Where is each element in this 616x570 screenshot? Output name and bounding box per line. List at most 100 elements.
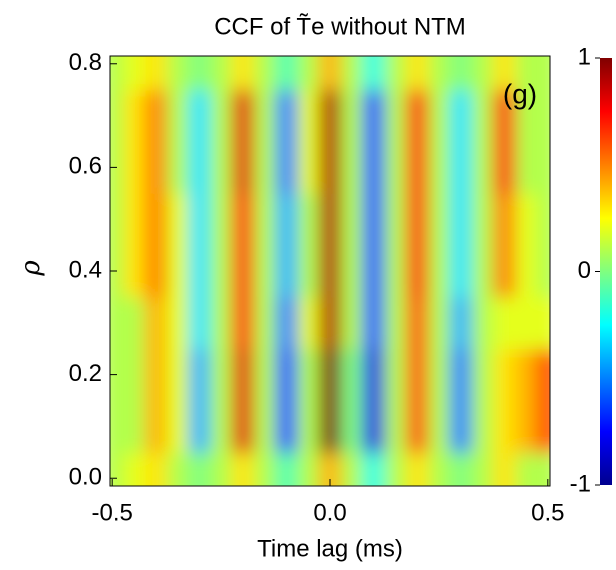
heatmap-cell	[449, 400, 473, 453]
heatmap-cell	[319, 245, 342, 298]
heatmap-cell	[297, 400, 320, 453]
heatmap-cell	[297, 141, 320, 194]
heatmap-cell	[253, 89, 277, 142]
heatmap-cell	[428, 89, 451, 142]
heatmap-cell	[297, 296, 320, 350]
heatmap-cell	[471, 141, 494, 194]
heatmap-cell	[210, 348, 233, 402]
heatmap-cell	[340, 452, 364, 486]
heatmap-cell	[275, 56, 298, 91]
heatmap-cell	[493, 89, 516, 142]
heatmap-cell	[123, 452, 146, 486]
heatmap-cell	[428, 296, 451, 350]
heatmap-cell	[319, 296, 342, 350]
heatmap-cell	[340, 400, 364, 453]
heatmap-cell	[166, 296, 189, 350]
heatmap-cell	[210, 400, 233, 453]
heatmap-cell	[166, 400, 189, 453]
heatmap-cell	[449, 296, 473, 350]
heatmap-cell	[144, 296, 168, 350]
heatmap-cell	[319, 193, 342, 246]
heatmap-cell	[231, 56, 255, 91]
colorbar-tick-label: 1	[578, 43, 591, 70]
heatmap-cell	[515, 193, 538, 246]
y-tick-label: 0.6	[69, 153, 102, 180]
heatmap-cell	[471, 89, 494, 142]
heatmap-cell	[340, 141, 364, 194]
heatmap-cell	[110, 89, 124, 142]
heatmap-cell	[406, 400, 429, 453]
heatmap-cell	[319, 348, 342, 402]
heatmap-cell	[188, 56, 211, 91]
heatmap-cell	[471, 400, 494, 453]
heatmap-cell	[231, 348, 255, 402]
heatmap-cell	[515, 400, 538, 453]
heatmap-cell	[210, 89, 233, 142]
heatmap-cell	[340, 245, 364, 298]
heatmap-cell	[406, 452, 429, 486]
colorbar-tick-label: 0	[578, 257, 591, 284]
heatmap-cell	[493, 193, 516, 246]
heatmap-cell	[471, 193, 494, 246]
heatmap-cell	[449, 193, 473, 246]
heatmap-cell	[275, 141, 298, 194]
heatmap-cell	[362, 141, 385, 194]
heatmap-cell	[493, 400, 516, 453]
heatmap-cell	[231, 89, 255, 142]
heatmap-cell	[231, 245, 255, 298]
heatmap-cell	[384, 193, 407, 246]
heatmap-cell	[231, 452, 255, 486]
heatmap-cell	[166, 452, 189, 486]
heatmap-cell	[493, 56, 516, 91]
x-tick-label: 0.0	[313, 499, 346, 526]
heatmap-cell	[384, 296, 407, 350]
heatmap-cell	[275, 245, 298, 298]
heatmap-cell	[536, 141, 550, 194]
heatmap-cell	[297, 348, 320, 402]
heatmap-cell	[362, 452, 385, 486]
heatmap-cell	[536, 245, 550, 298]
heatmap-cell	[406, 141, 429, 194]
heatmap-cell	[110, 56, 124, 91]
heatmap-cell	[319, 141, 342, 194]
heatmap-cell	[362, 400, 385, 453]
heatmap-cell	[123, 141, 146, 194]
heatmap-cell	[319, 89, 342, 142]
colorbar-tick-label: -1	[570, 470, 591, 497]
y-axis-label: ρ	[16, 260, 46, 277]
heatmap-cell	[275, 452, 298, 486]
heatmap-cell	[493, 348, 516, 402]
heatmap-cell	[362, 56, 385, 91]
heatmap-cell	[297, 56, 320, 91]
heatmap-cell	[144, 348, 168, 402]
heatmap-cell	[210, 141, 233, 194]
heatmap-cell	[253, 296, 277, 350]
heatmap-cell	[362, 296, 385, 350]
heatmap-cell	[428, 141, 451, 194]
heatmap-cell	[536, 348, 550, 402]
heatmap-cell	[188, 452, 211, 486]
heatmap-cell	[166, 348, 189, 402]
heatmap-cell	[536, 296, 550, 350]
heatmap-cell	[515, 245, 538, 298]
heatmap-cell	[362, 89, 385, 142]
heatmap-cell	[275, 296, 298, 350]
heatmap-cell	[188, 245, 211, 298]
chart-title: CCF of T̃e without NTM	[214, 13, 466, 40]
heatmap-cells	[110, 56, 550, 486]
heatmap-cell	[123, 348, 146, 402]
heatmap-cell	[253, 141, 277, 194]
heatmap-cell	[166, 245, 189, 298]
heatmap-cell	[188, 193, 211, 246]
heatmap-cell	[406, 56, 429, 91]
heatmap-cell	[340, 193, 364, 246]
heatmap-cell	[406, 348, 429, 402]
heatmap-cell	[144, 193, 168, 246]
y-tick-label: 0.8	[69, 49, 102, 76]
heatmap-cell	[384, 56, 407, 91]
heatmap-cell	[231, 296, 255, 350]
heatmap	[110, 56, 550, 486]
heatmap-cell	[384, 245, 407, 298]
panel-label: (g)	[503, 78, 537, 109]
